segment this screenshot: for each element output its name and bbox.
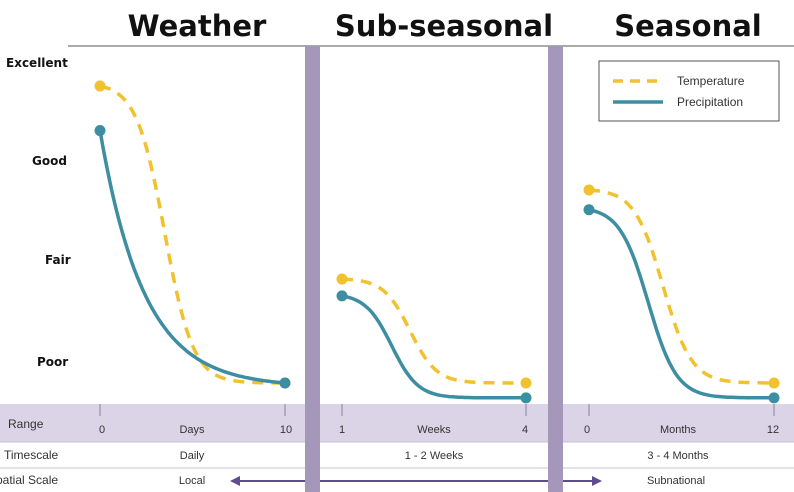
timescale-seasonal: 3 - 4 Months bbox=[647, 450, 709, 462]
precipitation-point-seasonal-start bbox=[583, 204, 595, 216]
tick-label-seasonal-unit: Months bbox=[660, 424, 697, 436]
legend: Temperature Precipitation bbox=[598, 60, 780, 122]
timescale-weather: Daily bbox=[180, 450, 205, 462]
temperature-point-weather-start bbox=[94, 80, 106, 92]
tick-label-subseasonal-unit: Weeks bbox=[417, 424, 451, 436]
y-label-poor: Poor bbox=[37, 355, 68, 369]
spatial-scale-subnational: Subnational bbox=[647, 475, 705, 487]
precipitation-point-weather-end bbox=[279, 377, 291, 389]
precipitation-point-sub-seasonal-start bbox=[336, 290, 348, 302]
precipitation-point-seasonal-end bbox=[768, 392, 780, 404]
spatial-scale-local: Local bbox=[179, 475, 205, 487]
precipitation-line-seasonal bbox=[588, 208, 774, 400]
tick-label-seasonal-end: 12 bbox=[767, 424, 779, 436]
y-label-good: Good bbox=[32, 154, 67, 168]
temperature-line-seasonal bbox=[588, 188, 774, 385]
precipitation-line-weather bbox=[98, 130, 286, 385]
tick-label-weather-end: 10 bbox=[280, 424, 292, 436]
temperature-point-seasonal-end bbox=[768, 377, 780, 389]
panel-divider-1 bbox=[305, 46, 320, 492]
panel-title-seasonal: Seasonal bbox=[614, 9, 761, 43]
tick-label-subseasonal-start: 1 bbox=[339, 424, 345, 436]
temperature-point-sub-seasonal-end bbox=[520, 377, 532, 389]
row-label-spatial-scale: Spatial Scale bbox=[0, 473, 58, 487]
series-lines bbox=[94, 80, 780, 404]
temperature-line-sub-seasonal bbox=[341, 277, 526, 385]
y-label-excellent: Excellent bbox=[6, 56, 68, 70]
temperature-point-sub-seasonal-start bbox=[336, 273, 348, 285]
spatial-scale-arrow-right-head bbox=[592, 476, 602, 486]
panel-title-weather: Weather bbox=[128, 9, 267, 43]
tick-label-weather-start: 0 bbox=[99, 424, 105, 436]
row-label-range: Range bbox=[8, 417, 44, 431]
row-label-timescale: Timescale bbox=[4, 448, 59, 462]
tick-label-seasonal-start: 0 bbox=[584, 424, 590, 436]
panel-divider-2 bbox=[548, 46, 563, 492]
legend-box bbox=[598, 60, 780, 122]
timescale-subseasonal: 1 - 2 Weeks bbox=[405, 450, 464, 462]
legend-precipitation-label: Precipitation bbox=[677, 95, 743, 109]
temperature-line-weather bbox=[99, 84, 285, 385]
tick-label-weather-unit: Days bbox=[179, 424, 205, 436]
y-label-fair: Fair bbox=[45, 253, 71, 267]
x-tick-marks bbox=[99, 404, 775, 416]
range-band bbox=[0, 404, 794, 442]
panel-title-sub-seasonal: Sub-seasonal bbox=[335, 9, 553, 43]
precipitation-point-weather-start bbox=[94, 125, 106, 137]
temperature-point-seasonal-start bbox=[583, 184, 595, 196]
precipitation-point-sub-seasonal-end bbox=[520, 392, 532, 404]
spatial-scale-arrow-left-head bbox=[230, 476, 240, 486]
precipitation-line-sub-seasonal bbox=[341, 294, 527, 400]
legend-temperature-label: Temperature bbox=[677, 74, 745, 88]
tick-label-subseasonal-end: 4 bbox=[522, 424, 528, 436]
